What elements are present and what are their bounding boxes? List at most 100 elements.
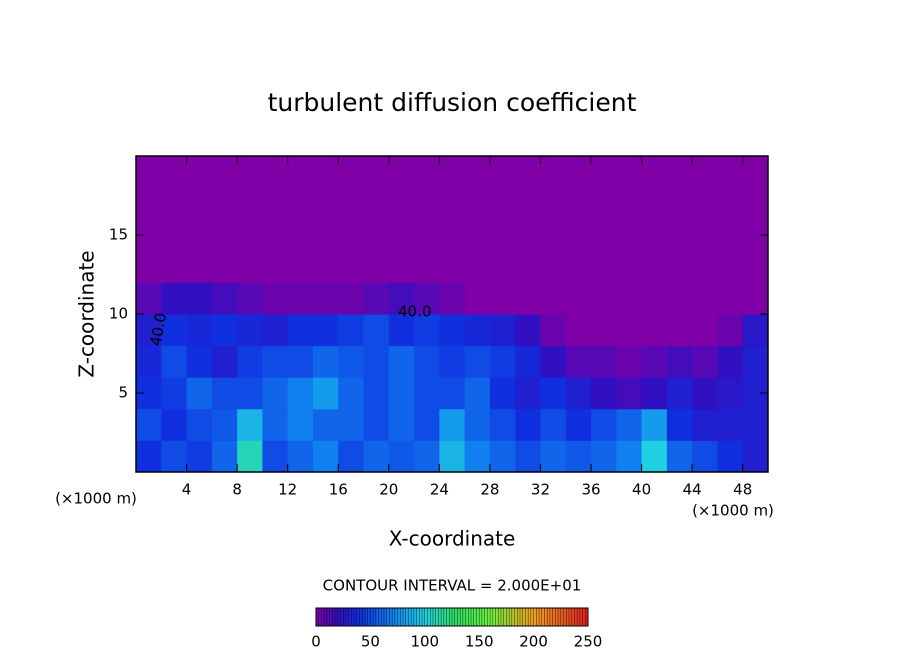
cell [439, 345, 466, 378]
cell [540, 250, 567, 283]
cell [666, 345, 693, 378]
cell [489, 314, 516, 347]
cell [161, 250, 188, 283]
colorbar-swatch [408, 608, 412, 626]
cell [717, 156, 744, 189]
cell [641, 219, 668, 252]
cell [262, 345, 289, 378]
cell [641, 345, 668, 378]
colorbar-tick-label: 200 [519, 633, 548, 651]
x-axis-label: X-coordinate [389, 527, 516, 551]
colorbar-swatch [533, 608, 537, 626]
cell [489, 377, 516, 410]
colorbar-swatch [514, 608, 518, 626]
cell [186, 377, 213, 410]
cell [489, 345, 516, 378]
cell [161, 187, 188, 220]
colorbar-swatch [432, 608, 436, 626]
x-tick-label: 4 [182, 481, 192, 499]
cell [616, 156, 643, 189]
cell [464, 250, 491, 283]
cell [464, 187, 491, 220]
cell [717, 377, 744, 410]
cell [363, 345, 390, 378]
cell [161, 314, 188, 347]
cell [161, 282, 188, 315]
cell [287, 219, 314, 252]
x-tick-label: 32 [531, 481, 550, 499]
colorbar-swatch [375, 608, 379, 626]
colorbar-swatch [427, 608, 431, 626]
cell [211, 219, 238, 252]
colorbar-swatch [457, 608, 461, 626]
cell [312, 156, 339, 189]
contour-label: 40.0 [147, 311, 171, 347]
cell [363, 440, 390, 473]
cell [717, 219, 744, 252]
cell [666, 250, 693, 283]
cell [262, 250, 289, 283]
cell [414, 219, 440, 252]
colorbar-swatch [555, 608, 559, 626]
colorbar-swatch [316, 608, 320, 626]
cell [186, 282, 213, 315]
cell [616, 282, 643, 315]
cell [312, 440, 339, 473]
cell [616, 187, 643, 220]
colorbar-tick-label: 250 [574, 633, 603, 651]
cell [565, 282, 592, 315]
colorbar-swatch [362, 608, 366, 626]
cell [641, 282, 668, 315]
colorbar-swatch [530, 608, 534, 626]
colorbar-swatch [403, 608, 407, 626]
cell [666, 440, 693, 473]
cell [262, 377, 289, 410]
x-tick-label: 48 [733, 481, 752, 499]
cell [414, 282, 440, 315]
cell [237, 408, 263, 441]
chart-title: turbulent diffusion coefficient [268, 88, 637, 117]
cell [591, 408, 617, 441]
x-tick-label: 20 [379, 481, 398, 499]
cell [439, 408, 466, 441]
cell [136, 282, 162, 315]
cell [211, 250, 238, 283]
colorbar-swatch [422, 608, 426, 626]
colorbar-swatch [476, 608, 480, 626]
y-tick-label: 5 [118, 384, 128, 402]
cell [338, 187, 365, 220]
cell [591, 314, 617, 347]
colorbar-swatch [544, 608, 548, 626]
cell [641, 250, 668, 283]
cell [515, 156, 541, 189]
colorbar-swatch [449, 608, 453, 626]
cell [692, 440, 718, 473]
cell [692, 219, 718, 252]
cell [338, 440, 365, 473]
colorbar-swatch [509, 608, 513, 626]
cell [666, 219, 693, 252]
cell [692, 377, 718, 410]
cell [742, 314, 769, 347]
cell [742, 345, 769, 378]
colorbar-swatch [503, 608, 507, 626]
cell [388, 250, 415, 283]
cell [565, 187, 592, 220]
cell [641, 377, 668, 410]
cell [363, 282, 390, 315]
colorbar-swatch [490, 608, 494, 626]
colorbar-swatch [479, 608, 483, 626]
cell [338, 377, 365, 410]
cell [388, 219, 415, 252]
colorbar-swatch [378, 608, 382, 626]
contour-interval: CONTOUR INTERVAL = 2.000E+01 [323, 577, 582, 595]
colorbar-swatch [394, 608, 398, 626]
cell [540, 219, 567, 252]
cell [186, 187, 213, 220]
colorbar-swatch [566, 608, 570, 626]
colorbar-swatch [343, 608, 347, 626]
colorbar-swatch [392, 608, 396, 626]
colorbar-swatch [465, 608, 469, 626]
colorbar-swatch [416, 608, 420, 626]
colorbar-swatch [549, 608, 553, 626]
